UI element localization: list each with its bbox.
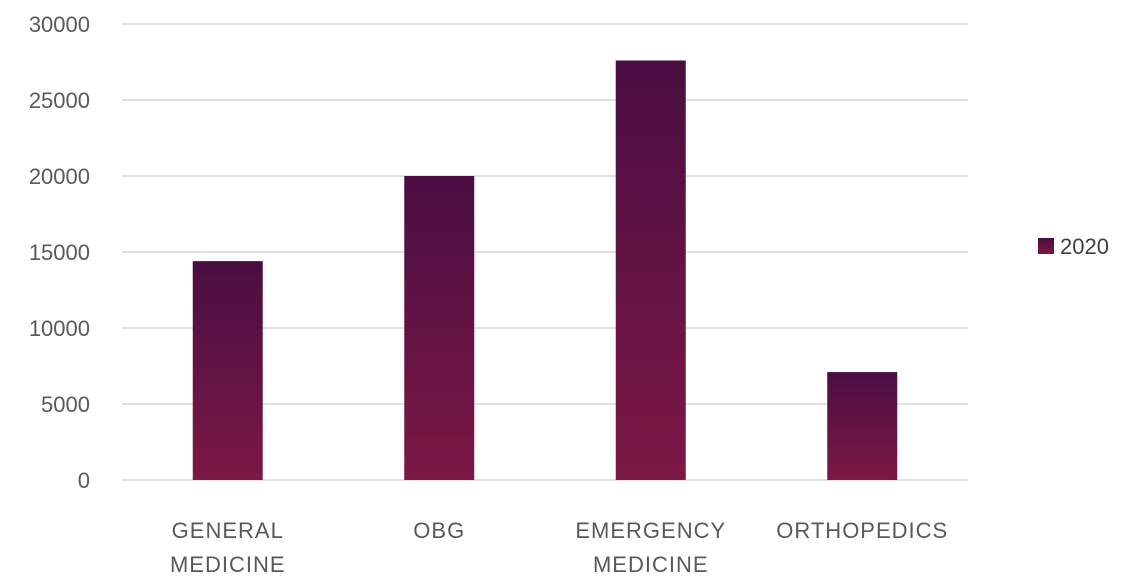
x-category-label: ORTHOPEDICS xyxy=(776,518,948,543)
legend-swatch xyxy=(1038,238,1054,254)
bar[interactable] xyxy=(615,60,686,480)
legend[interactable]: 2020 xyxy=(1038,234,1109,259)
x-category-label: GENERAL xyxy=(172,518,284,543)
y-tick-label: 20000 xyxy=(29,164,90,189)
x-category-label: EMERGENCY xyxy=(575,518,726,543)
y-tick-label: 10000 xyxy=(29,316,90,341)
y-tick-label: 0 xyxy=(78,468,90,493)
y-tick-label: 25000 xyxy=(29,88,90,113)
gridlines xyxy=(122,23,968,481)
y-tick-label: 30000 xyxy=(29,12,90,37)
bar[interactable] xyxy=(192,261,263,480)
x-category-label: MEDICINE xyxy=(170,552,286,577)
x-category-label: MEDICINE xyxy=(593,552,709,577)
bars xyxy=(192,60,898,480)
x-category-label: OBG xyxy=(413,518,465,543)
x-axis-category-labels: GENERAL MEDICINE OBG EMERGENCY MEDICINE ORTHO… xyxy=(170,518,948,577)
bar[interactable] xyxy=(827,372,898,480)
y-tick-label: 15000 xyxy=(29,240,90,265)
bar[interactable] xyxy=(404,176,475,480)
y-axis-tick-labels: 0 5000 10000 15000 20000 25000 30000 xyxy=(29,12,90,493)
legend-label: 2020 xyxy=(1060,234,1109,259)
y-tick-label: 5000 xyxy=(41,392,90,417)
